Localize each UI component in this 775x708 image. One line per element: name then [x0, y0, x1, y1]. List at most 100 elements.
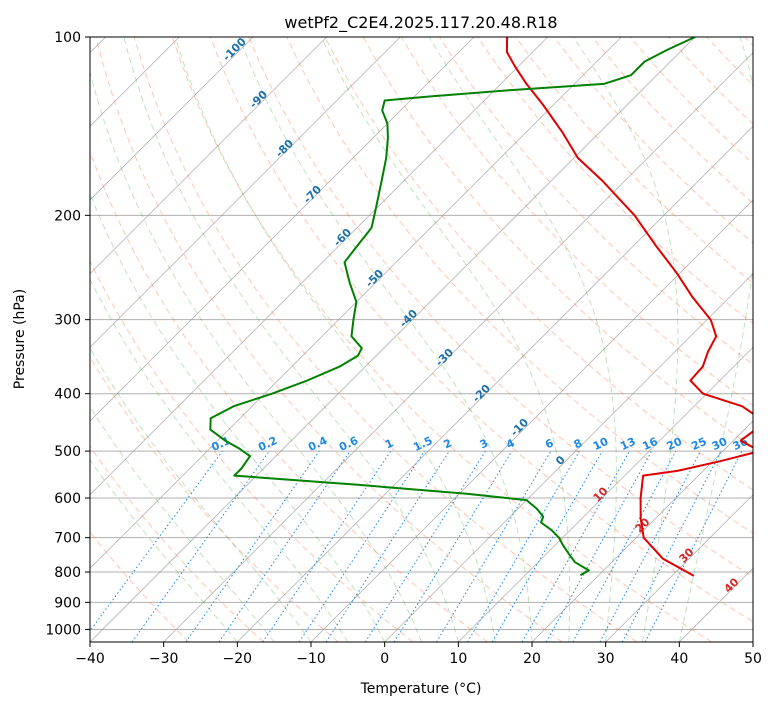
isotherm-line — [752, 641, 753, 642]
x-tick-label: −20 — [223, 651, 253, 667]
dry-adiabat — [286, 37, 753, 534]
isotherm-line — [458, 346, 753, 642]
y-tick-label: 900 — [54, 595, 81, 611]
isotherm-label: -100 — [220, 35, 249, 64]
dry-adiabat — [744, 37, 753, 47]
moist-adiabat — [174, 37, 496, 642]
mixing-ratio-label: 30 — [710, 435, 730, 453]
isotherm-line — [679, 567, 753, 642]
y-tick-label: 400 — [54, 387, 81, 403]
dry-adiabat — [553, 37, 753, 244]
mixing-ratio-label: 6 — [543, 436, 556, 451]
y-tick-label: 800 — [54, 565, 81, 581]
x-tick-label: 30 — [597, 651, 615, 667]
isotherm-line — [310, 199, 753, 642]
mixing-ratio-line — [131, 450, 270, 642]
moist-adiabat — [90, 70, 422, 642]
mixing-ratio-line — [435, 450, 552, 642]
mixing-ratio-line — [521, 450, 630, 642]
isotherm-label: 30 — [677, 545, 697, 565]
mixing-ratio-label: 2 — [442, 436, 454, 451]
mixing-ratio-labels: 0.1 0.2 0.4 0.6 1 1.5 2 3 4 6 8 10 13 16 20 25 30 36 — [209, 434, 750, 454]
chart-title: wetPf2_C2E4.2025.117.20.48.R18 — [284, 13, 557, 33]
isotherm-label: -60 — [331, 226, 354, 249]
dry-adiabat — [90, 259, 414, 642]
mixing-ratio-line — [572, 450, 677, 642]
y-tick-label: 700 — [54, 531, 81, 547]
mixing-ratio-line — [644, 450, 743, 642]
moist-adiabat — [123, 37, 459, 642]
mixing-ratio-line — [325, 450, 450, 642]
mixing-ratio-line — [90, 450, 223, 632]
dry-adiabat — [171, 37, 712, 642]
isotherm-line — [163, 52, 753, 642]
background-lines — [90, 37, 753, 642]
y-tick-label: 200 — [54, 208, 81, 224]
mixing-ratio-line — [185, 450, 320, 642]
isotherm-line — [237, 125, 753, 642]
dry-adiabat — [95, 37, 563, 642]
mixing-ratio-label: 25 — [689, 435, 708, 453]
mixing-ratio-label: 10 — [591, 435, 611, 453]
x-tick-label: −40 — [75, 651, 105, 667]
y-axis-ticks: 100 200 300 400 500 600 700 800 900 1000 — [45, 30, 90, 638]
moist-adiabat — [90, 347, 312, 642]
dry-adiabat — [438, 37, 753, 366]
x-axis-ticks: −40 −30 −20 −10 0 10 20 30 40 50 — [75, 642, 762, 667]
isotherm-line — [90, 37, 696, 642]
isotherm-label: -90 — [247, 88, 270, 111]
x-tick-label: 40 — [670, 651, 688, 667]
moist-adiabat — [238, 37, 533, 642]
dry-adiabat — [133, 37, 638, 642]
mixing-ratio-line — [491, 450, 603, 642]
isotherm-label: 10 — [591, 484, 611, 504]
isotherm-line — [605, 494, 753, 642]
y-tick-label: 300 — [54, 313, 81, 329]
moist-adiabat — [678, 37, 753, 642]
mixing-ratio-line — [467, 450, 580, 642]
dewpoint-profile-line — [209, 37, 696, 577]
y-tick-label: 100 — [54, 30, 81, 46]
mixing-ratio-line — [545, 450, 653, 642]
isotherm-label: -70 — [301, 183, 324, 206]
y-tick-label: 500 — [54, 444, 81, 460]
mixing-ratio-label: 16 — [640, 435, 660, 453]
moist-adiabat — [572, 37, 679, 642]
dry-adiabat — [90, 531, 190, 642]
mixing-ratio-line — [393, 450, 513, 642]
x-tick-label: −10 — [296, 651, 326, 667]
moist-adiabat — [90, 192, 386, 642]
isotherm-label: -80 — [273, 137, 296, 160]
mixing-ratio-label: 36 — [731, 435, 751, 453]
mixing-ratio-label: 13 — [618, 435, 637, 453]
dry-adiabat — [90, 356, 339, 642]
moist-adiabat — [90, 406, 275, 642]
moist-adiabat — [428, 37, 617, 642]
x-tick-label: 20 — [523, 651, 541, 667]
x-tick-label: −30 — [149, 651, 179, 667]
isotherm-line — [90, 37, 327, 275]
dry-adiabat — [706, 37, 753, 86]
plot-frame — [89, 36, 754, 643]
y-tick-label: 1000 — [45, 622, 81, 638]
dry-adiabat — [515, 37, 753, 284]
isotherm-line — [90, 37, 254, 201]
isotherm-line — [531, 420, 753, 642]
temperature-profile-line — [505, 37, 753, 577]
sounding-profiles — [209, 37, 753, 577]
dry-adiabat — [210, 37, 753, 623]
isotherm-label: -20 — [470, 382, 493, 405]
y-axis-title: Pressure (hPa) — [12, 289, 28, 389]
y-tick-label: 600 — [54, 491, 81, 507]
isotherm-line — [90, 37, 475, 422]
x-tick-label: 0 — [380, 651, 389, 667]
mixing-ratio-line — [298, 450, 425, 642]
isotherm-label: -30 — [433, 346, 456, 369]
isotherm-label: 40 — [722, 575, 742, 595]
isotherm-label: -40 — [397, 307, 420, 330]
isotherm-line — [90, 37, 622, 569]
mixing-ratio-line — [364, 450, 486, 642]
dry-adiabat — [90, 445, 264, 642]
x-tick-label: 10 — [449, 651, 467, 667]
